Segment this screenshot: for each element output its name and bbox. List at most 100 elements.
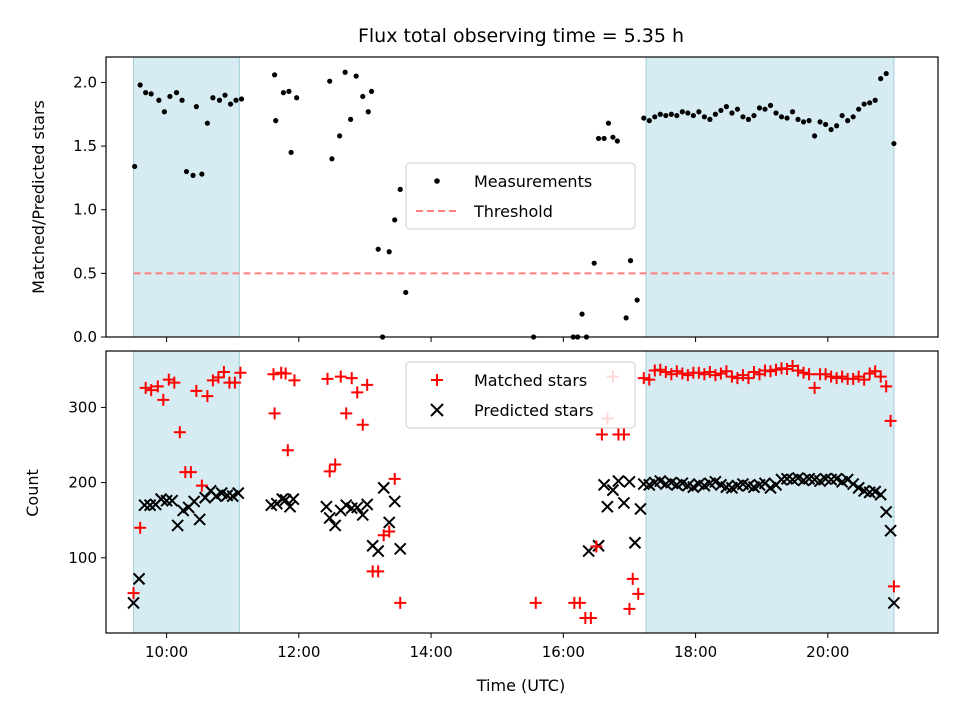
measurement-point — [891, 140, 897, 147]
matched-star-point — [323, 465, 336, 478]
matched-star-point — [201, 390, 214, 403]
measurement-point — [685, 110, 691, 116]
measurement-point — [183, 168, 190, 175]
matched-star-point — [847, 372, 860, 385]
measurement-point — [756, 105, 763, 111]
matched-star-point — [830, 372, 843, 385]
matched-star-point — [268, 407, 281, 420]
measurement-point — [795, 116, 801, 122]
predicted-star-point — [193, 513, 206, 526]
measurement-point — [161, 109, 168, 115]
matched-star-point — [281, 444, 294, 457]
predicted-star-point — [351, 501, 364, 514]
measurement-point — [674, 112, 680, 119]
measurement-point — [745, 116, 752, 122]
matched-star-point — [334, 370, 347, 383]
matched-star-point — [217, 366, 230, 379]
chart-title: Flux total observing time = 5.35 h — [358, 25, 684, 47]
measurement-point — [280, 90, 287, 96]
top-legend-box — [405, 162, 636, 230]
matched-star-point — [529, 596, 542, 609]
matched-star-point — [195, 479, 208, 492]
matched-star-point — [383, 525, 396, 538]
measurement-point — [216, 97, 223, 103]
matched-star-point — [139, 381, 152, 394]
measurement-point — [878, 76, 884, 82]
x-tick-label: 16:00 — [542, 643, 585, 661]
predicted-star-point — [634, 502, 647, 516]
measurement-point — [173, 90, 180, 96]
measurement-point — [148, 91, 154, 97]
measurement-point — [210, 95, 216, 101]
matched-star-point — [836, 370, 849, 383]
measurement-point — [238, 96, 245, 102]
predicted-star-point — [171, 519, 184, 532]
matched-star-point — [184, 466, 197, 479]
measurement-point — [762, 106, 768, 112]
matched-star-point — [720, 365, 733, 378]
legend-matched: Matched stars — [474, 371, 587, 390]
matched-star-point — [234, 366, 247, 379]
predicted-star-point — [597, 478, 611, 492]
measurement-point — [872, 97, 878, 103]
measurement-point — [156, 97, 162, 103]
matched-star-point — [792, 364, 805, 377]
matched-star-point — [288, 374, 301, 387]
matched-star-point — [709, 369, 722, 382]
predicted-star-point — [287, 492, 300, 506]
matched-star-point — [808, 381, 821, 394]
predicted-star-point — [329, 519, 342, 532]
x-tick-label: 12:00 — [277, 643, 320, 661]
matched-star-point — [340, 407, 353, 420]
measurement-point — [342, 69, 348, 75]
predicted-star-point — [371, 544, 385, 558]
measurement-point — [204, 120, 210, 126]
matched-star-point — [819, 368, 832, 381]
measurement-point — [707, 116, 713, 122]
measurement-point — [179, 97, 185, 103]
measurement-point — [817, 119, 823, 125]
y-tick-label: 0.5 — [73, 264, 97, 282]
measurement-point — [767, 102, 774, 108]
x-tick-label: 10:00 — [145, 643, 188, 661]
measurement-point — [137, 82, 143, 88]
measurement-point — [605, 120, 612, 126]
measurement-point — [811, 133, 818, 139]
bottom-x-ticks: 10:00 12:00 14:00 16:00 18:00 20:00 — [145, 633, 849, 661]
measurement-point — [822, 121, 829, 128]
predicted-star-point — [127, 596, 140, 610]
matched-star-point — [670, 365, 683, 378]
measurement-point — [368, 88, 375, 94]
predicted-star-point — [138, 498, 151, 512]
predicted-star-point — [388, 495, 401, 508]
legend-measurements: Measurements — [474, 172, 592, 191]
matched-star-point — [884, 414, 897, 427]
predicted-star-point — [887, 596, 901, 610]
legend-threshold: Threshold — [473, 202, 553, 221]
matched-star-point — [770, 363, 783, 376]
measurement-point — [657, 111, 663, 117]
matched-star-point — [742, 372, 755, 385]
top-y-ticks: 0.0 0.5 1.0 1.5 2.0 — [73, 73, 106, 346]
matched-star-point — [388, 472, 401, 485]
matched-star-point — [714, 367, 727, 380]
predicted-star-point — [617, 496, 631, 510]
predicted-star-point — [879, 505, 893, 519]
measurement-point — [595, 135, 602, 142]
measurement-point — [789, 109, 796, 115]
predicted-star-point — [846, 477, 860, 491]
legend-predicted: Predicted stars — [474, 401, 594, 420]
matched-star-point — [880, 380, 893, 393]
predicted-star-point — [623, 475, 636, 489]
measurement-point — [610, 134, 616, 140]
predicted-star-point — [606, 483, 620, 497]
predicted-star-point — [323, 511, 336, 525]
measurement-point — [327, 78, 333, 84]
measurement-point — [397, 186, 403, 192]
measurement-point — [614, 138, 620, 144]
measurement-point — [143, 90, 149, 96]
y-tick-label: 0.0 — [73, 328, 97, 346]
measurement-point — [646, 118, 652, 124]
legend-predicted-marker — [430, 403, 444, 417]
